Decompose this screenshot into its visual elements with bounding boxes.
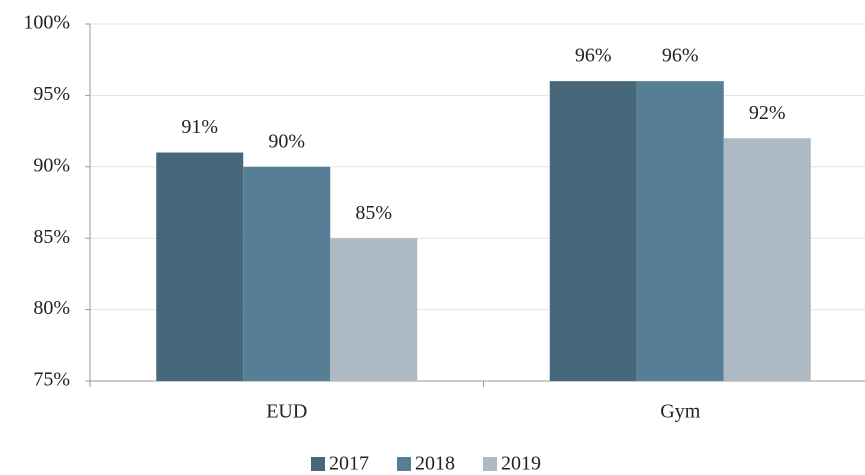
y-tick-label: 90% [33,154,70,176]
bar [723,138,811,381]
value-label: 96% [575,45,612,67]
y-tick-label: 95% [33,83,70,105]
y-tick-label: 80% [33,297,70,319]
bar [549,81,637,382]
value-label: 90% [268,130,305,152]
value-label: 85% [355,202,392,224]
legend-swatch [397,457,411,471]
bar [330,238,418,381]
legend-label: 2018 [415,453,455,475]
x-tick-label: Gym [660,401,700,423]
legend-swatch [483,457,497,471]
legend-label: 2019 [501,453,541,475]
y-tick-label: 75% [33,369,70,391]
y-tick-label: 100% [23,12,70,34]
value-label: 96% [662,45,699,67]
y-tick-label: 85% [33,226,70,248]
bar [636,81,724,382]
legend-swatch [311,457,325,471]
bar [156,152,244,381]
value-label: 92% [749,102,786,124]
value-label: 91% [181,116,218,138]
bar [243,166,331,381]
x-tick-label: EUD [266,401,307,423]
legend-label: 2017 [329,453,369,475]
